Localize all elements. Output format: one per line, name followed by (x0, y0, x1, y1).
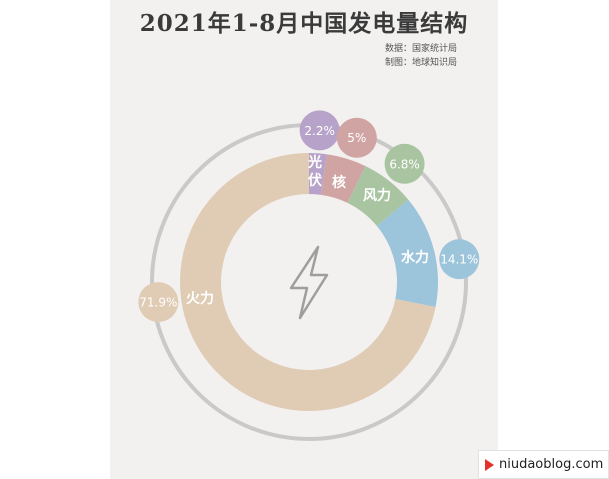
category-label-1: 核 (332, 174, 346, 191)
value-label-3: 14.1% (440, 253, 478, 267)
slice-4 (179, 153, 436, 411)
value-label-0: 2.2% (304, 124, 335, 138)
category-label-4: 火力 (186, 290, 214, 307)
play-icon (485, 458, 494, 471)
value-label-2: 6.8% (389, 157, 420, 171)
site-watermark: niudaoblog.com (478, 450, 609, 479)
chart-author: 制图：地球知识局 (385, 58, 458, 68)
slice-0 (309, 153, 327, 195)
category-label-3: 水力 (401, 249, 429, 266)
value-label-4: 71.9% (139, 296, 177, 310)
slice-2 (347, 165, 409, 226)
value-bubble-3 (439, 239, 480, 280)
slice-3 (376, 199, 438, 307)
category-label-0: 光伏 (307, 154, 322, 189)
category-label-2: 风力 (363, 187, 391, 204)
value-label-1: 5% (347, 131, 366, 145)
value-bubble-2 (384, 143, 425, 184)
value-bubble-1 (336, 117, 377, 158)
slice-1 (321, 154, 366, 203)
lightning-icon (289, 245, 329, 320)
chart-title: 2021年1-8月中国发电量结构 (139, 10, 469, 37)
value-bubble-4 (138, 282, 179, 323)
site-watermark-text: niudaoblog.com (499, 457, 604, 472)
value-bubble-0 (299, 110, 340, 151)
data-source: 数据：国家统计局 (385, 44, 458, 54)
